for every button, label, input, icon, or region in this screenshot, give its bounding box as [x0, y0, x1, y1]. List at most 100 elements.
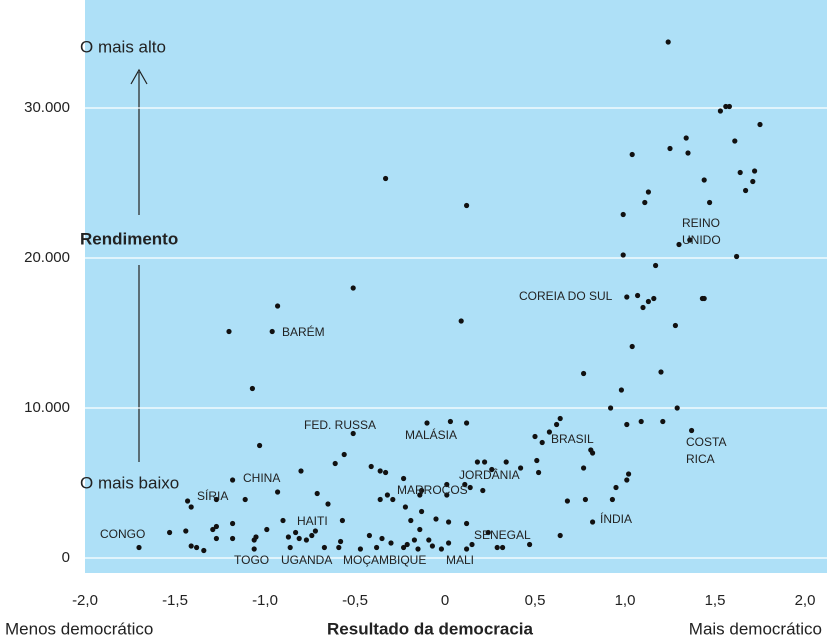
point — [415, 546, 421, 552]
point — [341, 451, 347, 458]
point — [444, 481, 450, 488]
point — [230, 535, 236, 542]
point — [374, 544, 380, 551]
point — [285, 534, 291, 540]
point — [377, 496, 383, 503]
point — [402, 504, 408, 510]
point — [620, 211, 626, 218]
point — [635, 292, 641, 299]
point — [383, 175, 389, 182]
point — [338, 538, 344, 545]
x-tick-label: -2,0 — [72, 592, 98, 609]
country-label: BRASIL — [551, 432, 594, 446]
point — [701, 295, 707, 302]
point — [293, 529, 299, 536]
point — [494, 544, 500, 551]
point — [534, 457, 540, 464]
point — [581, 370, 587, 377]
point — [734, 253, 740, 260]
point — [752, 168, 758, 174]
country-label: COREIA DO SUL — [519, 289, 613, 303]
country-label: UNIDO — [682, 233, 721, 247]
point — [532, 433, 538, 440]
point — [732, 138, 738, 144]
point — [642, 199, 648, 206]
country-label: SÍRIA — [197, 488, 228, 503]
point — [183, 528, 189, 534]
point — [554, 421, 560, 428]
y-tick-label: 20.000 — [24, 249, 70, 266]
point — [167, 529, 173, 536]
point — [464, 546, 470, 552]
country-label: COSTA — [686, 435, 726, 449]
point — [368, 463, 374, 470]
country-label: MALÁSIA — [405, 427, 457, 442]
point — [672, 322, 679, 329]
point — [590, 519, 596, 525]
x-tick-label: 1,5 — [705, 592, 726, 609]
x-tick-label: -1,0 — [252, 592, 278, 609]
point — [489, 466, 495, 473]
country-label: CONGO — [100, 527, 145, 541]
point — [314, 490, 320, 497]
point — [503, 459, 509, 465]
point — [275, 489, 281, 495]
country-label: MARROCOS — [397, 483, 468, 497]
point — [417, 492, 423, 498]
point — [667, 145, 673, 152]
country-label: HAITI — [297, 514, 328, 528]
point — [419, 487, 425, 494]
x-tick-label: -1,5 — [162, 592, 188, 609]
point — [638, 418, 644, 425]
point — [419, 508, 425, 515]
point — [539, 439, 545, 446]
y-tick-label: 0 — [62, 549, 70, 566]
point — [474, 459, 480, 465]
point — [658, 369, 664, 375]
point — [590, 450, 596, 456]
point — [707, 199, 713, 206]
point — [257, 442, 263, 449]
x-tick-label: 0,5 — [525, 592, 546, 609]
point — [213, 523, 219, 530]
point — [743, 187, 749, 194]
point — [683, 135, 689, 141]
point — [462, 481, 468, 488]
point — [624, 421, 630, 428]
point — [201, 547, 207, 554]
point — [629, 343, 635, 350]
point — [645, 189, 652, 195]
point — [383, 469, 389, 476]
point — [674, 405, 680, 411]
point — [737, 169, 743, 176]
point — [357, 546, 363, 552]
y-tick-label: 30.000 — [24, 99, 70, 116]
point — [581, 465, 587, 471]
point — [536, 469, 542, 476]
point — [613, 484, 619, 491]
point — [620, 252, 626, 258]
point — [321, 544, 327, 551]
point — [296, 535, 302, 542]
x-tick-label: -0,5 — [342, 592, 368, 609]
point — [665, 39, 671, 45]
plot-background — [85, 0, 827, 573]
point — [626, 471, 632, 477]
country-label: BARÉM — [282, 324, 325, 339]
point — [500, 544, 506, 551]
point — [242, 496, 248, 503]
x-tick-label: 1,0 — [615, 592, 636, 609]
y-bottom-note: O mais baixo — [80, 473, 179, 492]
y-tick-label: 10.000 — [24, 399, 70, 416]
point — [429, 543, 435, 549]
point — [609, 496, 616, 503]
point — [366, 532, 372, 539]
point — [226, 328, 232, 335]
country-label: TOGO — [234, 553, 269, 567]
point — [303, 537, 309, 543]
point — [629, 151, 635, 158]
point — [264, 526, 270, 533]
x-left-note: Menos democrático — [5, 619, 153, 638]
point — [325, 501, 331, 507]
point — [401, 475, 407, 482]
